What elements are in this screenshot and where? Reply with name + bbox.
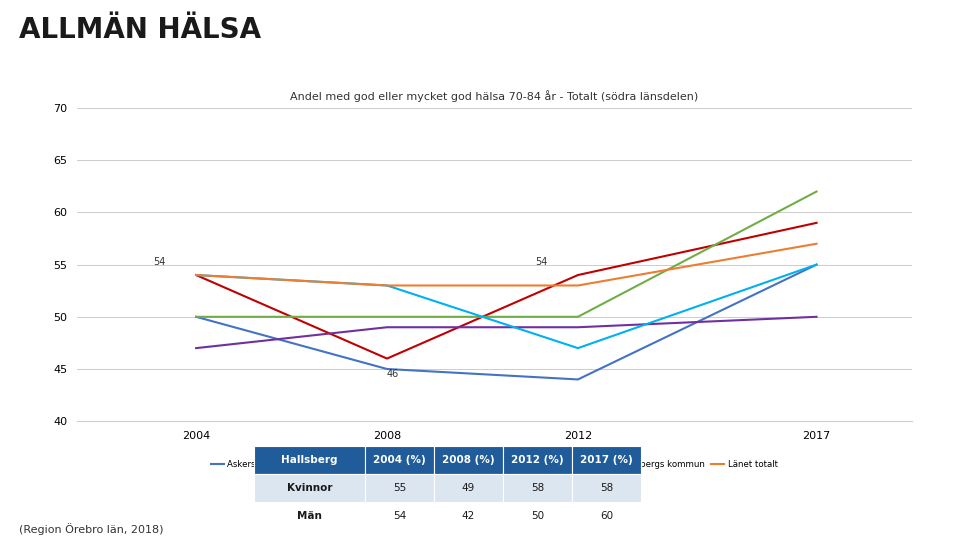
Text: Hallsberg: Hallsberg	[281, 455, 338, 464]
Text: Män: Män	[298, 511, 322, 521]
Text: 2017 (%): 2017 (%)	[581, 455, 633, 464]
Text: 54: 54	[535, 256, 547, 267]
Text: 60: 60	[600, 511, 613, 521]
Text: 58: 58	[531, 483, 544, 492]
Legend: Askersunds kommun, Hallsberg kommun, Kumla kommun, Laxå kommun, Lekebergs kommun: Askersunds kommun, Hallsberg kommun, Kum…	[207, 457, 781, 472]
Text: 49: 49	[462, 483, 475, 492]
Text: ALLMÄN HÄLSA: ALLMÄN HÄLSA	[19, 16, 261, 44]
Text: 55: 55	[393, 483, 406, 492]
Text: 54: 54	[393, 511, 406, 521]
Text: 58: 58	[600, 483, 613, 492]
Text: (Region Örebro län, 2018): (Region Örebro län, 2018)	[19, 523, 164, 535]
Text: 2012 (%): 2012 (%)	[512, 455, 564, 464]
Text: 50: 50	[531, 511, 544, 521]
Title: Andel med god eller mycket god hälsa 70-84 år - Totalt (södra länsdelen): Andel med god eller mycket god hälsa 70-…	[290, 90, 699, 102]
Text: Kvinnor: Kvinnor	[287, 483, 332, 492]
Text: 42: 42	[462, 511, 475, 521]
Text: 46: 46	[387, 369, 399, 380]
Text: 2008 (%): 2008 (%)	[443, 455, 494, 464]
Text: 54: 54	[154, 256, 165, 267]
Text: 2004 (%): 2004 (%)	[373, 455, 425, 464]
